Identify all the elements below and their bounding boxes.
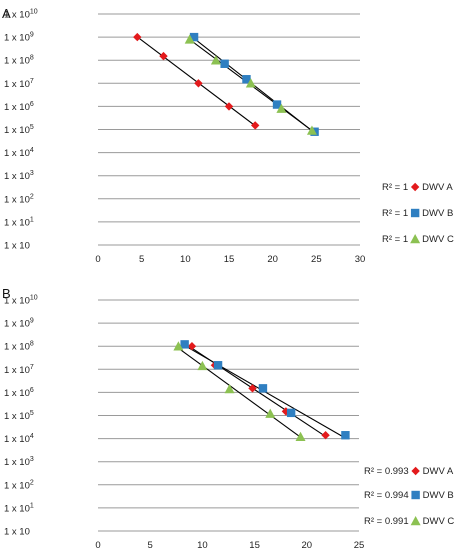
data-point-dwv-b [286,408,296,418]
trendline-dwv-c [178,347,301,438]
legend-r2: R² = 1 [382,182,408,193]
legend-marker-dwv-c [410,234,421,244]
y-tick-label: 1 x 103 [4,170,34,182]
data-point-dwv-b [180,340,189,349]
legend-series-name: DWV B [422,208,453,219]
data-point-dwv-a [133,32,142,42]
y-tick-label: 1 x 107 [4,78,34,90]
x-tick-label: 20 [302,540,313,550]
data-point-dwv-a [194,79,203,88]
y-tick-label: 1 x 10 [4,241,30,252]
y-tick-label: 1 x 104 [4,147,34,159]
y-tick-label: 1 x 102 [4,479,34,491]
y-tick-label: 1 x 108 [4,341,34,353]
y-tick-label: 1 x 104 [4,433,34,445]
legend-marker-dwv-a [411,466,420,476]
data-point-dwv-c [197,360,208,371]
y-tick-label: 1 x 1010 [4,9,38,21]
y-tick-label: 1 x 102 [4,193,34,205]
x-tick-label: 25 [354,540,365,550]
legend-marker-dwv-b [410,208,420,218]
x-tick-label: 5 [139,254,144,265]
data-point-dwv-b [220,59,229,68]
data-point-dwv-c [306,125,317,135]
data-point-dwv-c [265,408,276,418]
y-tick-label: 1 x 101 [4,216,34,228]
data-point-dwv-c [295,431,306,442]
panel-label: B [2,286,11,301]
y-tick-label: 1 x 1010 [4,295,38,307]
y-tick-label: 1 x 109 [4,32,34,44]
legend-marker-dwv-b [411,490,420,500]
x-tick-label: 20 [267,254,278,265]
data-point-dwv-c [184,34,195,44]
data-point-dwv-c [224,384,235,394]
data-point-dwv-b [272,100,282,109]
legend-r2: R² = 0.994 [364,490,409,501]
y-tick-label: 1 x 105 [4,124,34,136]
data-point-dwv-c [210,55,221,65]
data-point-dwv-b [341,431,350,440]
legend-series-name: DWV A [422,182,453,193]
x-tick-label: 0 [95,254,100,265]
legend-series-name: DWV B [423,490,454,501]
x-tick-label: 10 [197,540,208,550]
legend-series-name: DWV C [422,234,454,245]
data-point-dwv-c [276,103,287,113]
data-point-dwv-b [258,384,268,393]
y-tick-label: 1 x 103 [4,456,34,468]
x-tick-label: 30 [355,254,366,265]
legend-series-name: DWV C [423,516,455,527]
data-point-dwv-c [173,341,184,351]
y-tick-label: 1 x 10 [4,527,30,538]
y-tick-label: 1 x 107 [4,364,34,376]
x-tick-label: 10 [180,254,191,265]
legend-r2: R² = 0.991 [364,516,409,527]
x-tick-label: 25 [311,254,322,265]
x-tick-label: 5 [148,540,153,550]
legend-r2: R² = 1 [382,208,408,219]
data-point-dwv-c [245,78,256,88]
y-tick-label: 1 x 105 [4,410,34,422]
legend-marker-dwv-a [410,182,420,192]
legend-r2: R² = 1 [382,234,408,245]
data-point-dwv-a [248,384,257,393]
legend-r2: R² = 0.993 [364,466,409,477]
data-point-dwv-a [321,431,330,440]
data-point-dwv-a [187,342,197,351]
data-point-dwv-b [213,361,223,370]
data-point-dwv-b [189,32,199,42]
panel-label: A [2,6,11,21]
y-tick-label: 1 x 106 [4,387,34,399]
x-tick-label: 15 [249,540,260,550]
data-point-dwv-a [251,121,260,130]
data-point-dwv-a [224,102,234,111]
x-tick-label: 15 [224,254,235,265]
data-point-dwv-b [242,75,251,84]
y-tick-label: 1 x 109 [4,318,34,330]
y-tick-label: 1 x 108 [4,55,34,67]
legend-series-name: DWV A [423,466,454,477]
legend-marker-dwv-c [410,516,421,526]
y-tick-label: 1 x 106 [4,101,34,113]
data-point-dwv-a [159,51,168,61]
y-tick-label: 1 x 101 [4,502,34,514]
x-tick-label: 0 [95,540,100,550]
